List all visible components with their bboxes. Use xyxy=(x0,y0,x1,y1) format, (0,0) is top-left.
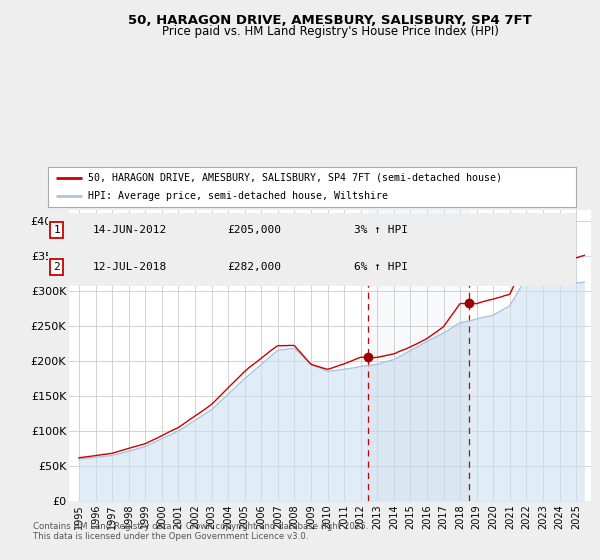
Text: 50, HARAGON DRIVE, AMESBURY, SALISBURY, SP4 7FT: 50, HARAGON DRIVE, AMESBURY, SALISBURY, … xyxy=(128,14,532,27)
Text: £282,000: £282,000 xyxy=(227,262,281,272)
Text: Price paid vs. HM Land Registry's House Price Index (HPI): Price paid vs. HM Land Registry's House … xyxy=(161,25,499,38)
Text: 6% ↑ HPI: 6% ↑ HPI xyxy=(354,262,408,272)
Text: £205,000: £205,000 xyxy=(227,225,281,235)
Text: 2: 2 xyxy=(53,262,60,272)
Text: 3% ↑ HPI: 3% ↑ HPI xyxy=(354,225,408,235)
Text: 50, HARAGON DRIVE, AMESBURY, SALISBURY, SP4 7FT (semi-detached house): 50, HARAGON DRIVE, AMESBURY, SALISBURY, … xyxy=(88,173,502,183)
Text: 14-JUN-2012: 14-JUN-2012 xyxy=(93,225,167,235)
Text: 2: 2 xyxy=(466,226,472,236)
Text: HPI: Average price, semi-detached house, Wiltshire: HPI: Average price, semi-detached house,… xyxy=(88,192,388,201)
Bar xyxy=(368,210,469,501)
Text: 1: 1 xyxy=(365,226,371,236)
Text: 12-JUL-2018: 12-JUL-2018 xyxy=(93,262,167,272)
Text: 1: 1 xyxy=(53,225,60,235)
Text: Contains HM Land Registry data © Crown copyright and database right 2025.
This d: Contains HM Land Registry data © Crown c… xyxy=(33,522,368,542)
